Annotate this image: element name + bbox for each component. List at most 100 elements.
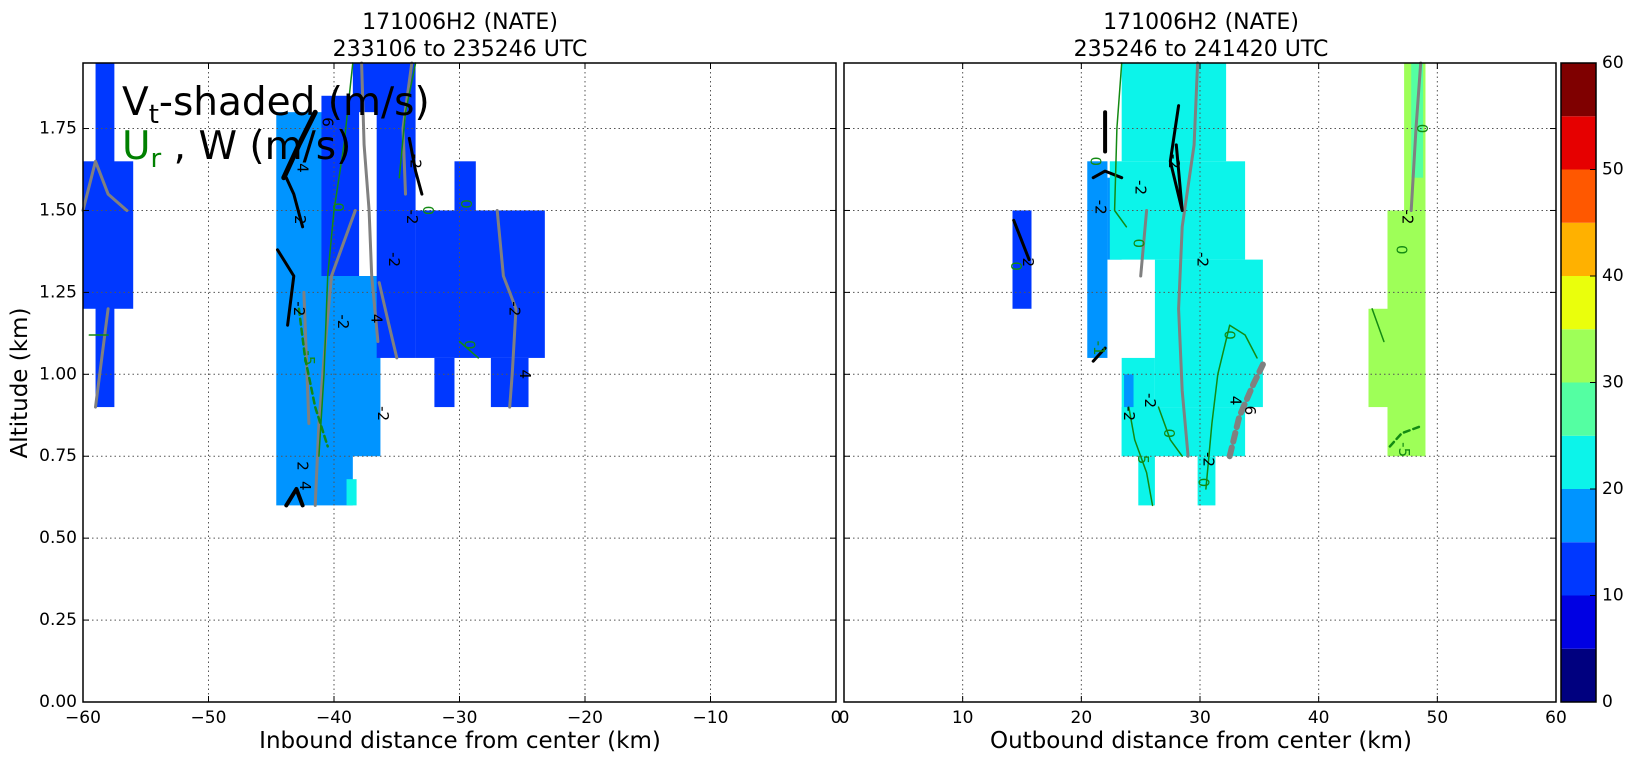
colorbar-tick-label: 30 [1602,373,1624,393]
x-tick-label: −10 [693,708,729,728]
contour-label: -1 [1090,341,1108,356]
contour-line [1226,361,1266,460]
colorbar-tick-label: 60 [1602,53,1624,73]
contour-label: 0 [1129,238,1147,248]
colorbar-segment [1561,595,1596,649]
right-axis-ticks: 0 10 20 30 40 50 60 [839,63,1567,728]
contour-label: -2 [1165,154,1183,169]
contour-label: -2 [385,252,403,267]
shaded-cell [83,161,134,309]
colorbar-segment [1561,329,1596,383]
x-tick-label: 10 [952,708,974,728]
contour-label: -2 [334,314,352,329]
contour-line [1012,218,1031,262]
contour-label: -2 [1399,210,1417,225]
contour-label: -2 [1120,406,1138,421]
contour-label: 0 [1087,157,1105,167]
colorbar: 0 10 20 30 40 50 60 [1560,53,1624,712]
contour-line [1091,346,1107,363]
right-chart-title-line1: 171006H2 (NATE) [1103,10,1299,35]
contour-line [407,136,424,196]
shaded-cell [1012,210,1032,309]
shaded-cell [1124,374,1134,408]
colorbar-segment [1561,63,1596,117]
contour-line [1371,308,1385,343]
colorbar-tick-label: 0 [1602,692,1613,712]
contour-label: 0 [1007,261,1025,271]
legend-vt-text: -shaded (m/s) [159,80,430,125]
contour-label: 0 [1413,124,1431,134]
x-tick-label: 60 [1545,708,1567,728]
contour-label: -2 [1091,200,1109,215]
contour-label: 4 [516,370,534,380]
right-shaded-cells [1012,63,1426,506]
contour-label: -2 [403,210,421,225]
y-tick-label: 1.00 [39,364,77,384]
legend-vt-symbol: V [122,80,149,125]
right-x-axis-label: Outbound distance from center (km) [990,728,1412,754]
shaded-cell [1368,308,1390,408]
x-tick-label: −30 [442,708,478,728]
legend-w-text: , W (m/s) [161,124,351,169]
contour-line [284,487,305,508]
x-tick-label: 20 [1071,708,1093,728]
contour-line [1409,61,1423,212]
contour-line [276,248,296,327]
colorbar-tick-label: 10 [1602,586,1624,606]
y-tick-label: 0.75 [39,446,77,466]
left-y-axis-label: Altitude (km) [7,308,33,459]
contour-line [458,340,480,359]
shaded-cell [434,357,455,408]
shaded-cell [1154,259,1263,408]
x-tick-label: 50 [1427,708,1449,728]
contour-label: 5 [1134,455,1152,465]
contour-line [81,159,129,212]
colorbar-segment [1561,276,1596,330]
x-tick-label: −20 [567,708,603,728]
contour-label: 0 [461,340,479,350]
left-x-axis-label: Inbound distance from center (km) [259,728,661,754]
contour-label: 6 [1241,406,1259,416]
contour-label: -2 [291,210,309,225]
left-panel: 171006H2 (NATE) 233106 to 235246 UTC 6 4 -… [7,10,841,754]
contour-line [1177,61,1200,458]
colorbar-segment [1561,489,1596,543]
contour-line [1168,104,1184,212]
contour-line [495,209,518,409]
contour-line [398,62,417,179]
contour-label: -2 [374,406,392,421]
contour-line [1205,324,1258,490]
contour-line [1157,406,1183,457]
x-tick-label: 0 [839,708,850,728]
y-tick-label: 0.25 [39,610,77,630]
contour-line [94,307,110,409]
contour-line [297,307,329,448]
shaded-cell [352,63,378,113]
contour-label: -2 [407,154,425,169]
left-chart-title-line1: 171006H2 (NATE) [362,10,558,35]
shaded-cell [346,479,357,506]
colorbar-segment [1561,435,1596,489]
legend-ur-subscript: r [151,144,162,174]
contour-label: -2 [1132,180,1150,195]
colorbar-tick-label: 50 [1602,160,1624,180]
colorbar-segment [1561,116,1596,170]
contour-label: -2 [1141,393,1159,408]
contour-line [284,176,305,229]
colorbar-tick-label: 40 [1602,266,1624,286]
contour-label: 2 [294,461,312,471]
contour-line [401,61,414,196]
y-tick-label: 1.25 [39,282,77,302]
contour-line [281,109,318,181]
contour-label: 0 [1393,245,1411,255]
contour-label: 4 [294,163,312,173]
contour-line [360,61,380,343]
left-contour-labels: 6 4 -2 -2 2 4 -2 4 -2 -2 -2 -2 -2 4 -5 0 0 0 0 [290,117,534,490]
shaded-cell [376,210,416,358]
colorbar-segment [1561,222,1596,276]
contour-label: 0 [329,202,347,212]
right-contour-lines [1012,61,1423,507]
legend-line-1: Vt-shaded (m/s) [122,80,430,130]
contour-label: 0 [1195,478,1213,488]
contour-label: 6 [319,117,337,127]
